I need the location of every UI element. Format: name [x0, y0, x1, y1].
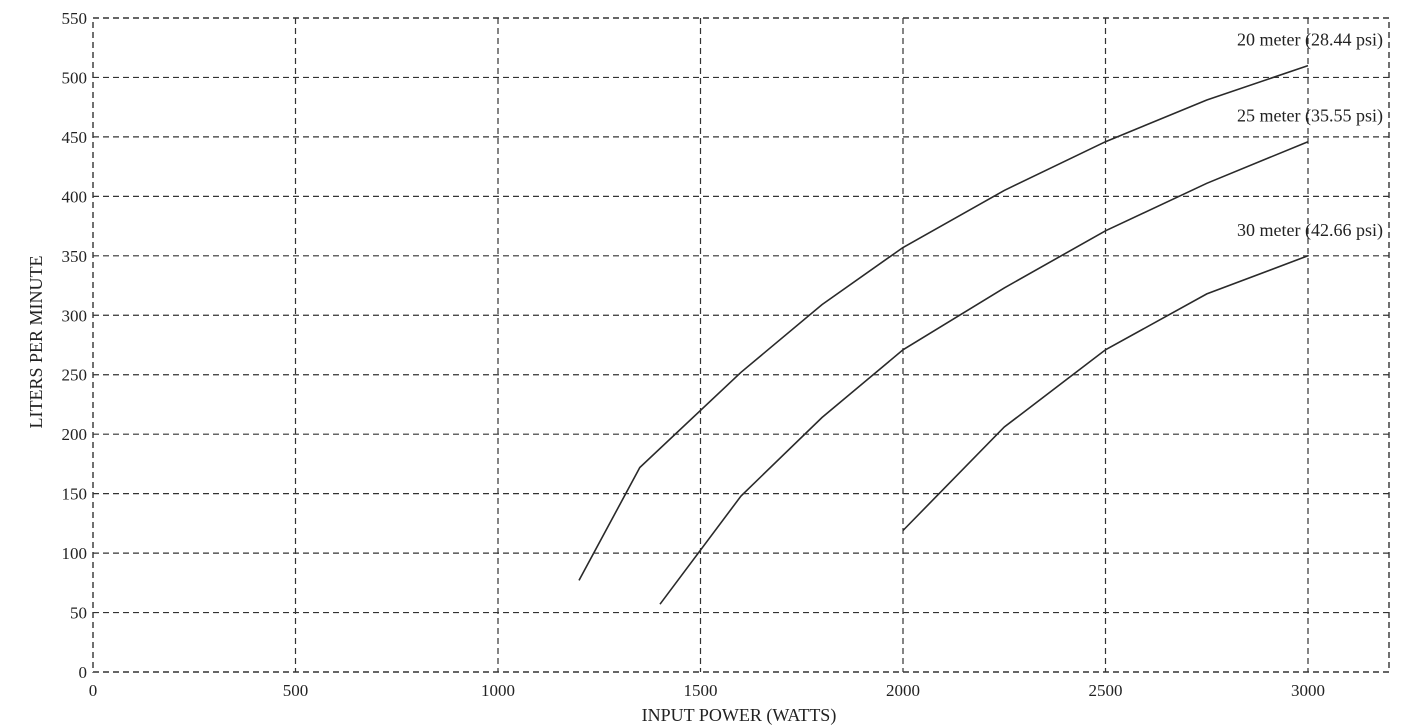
y-tick-labels: 0 50 100 150 200 250 300 350 400 450 500 550 — [62, 9, 88, 682]
y-tick-label: 400 — [62, 187, 88, 206]
x-tick-label: 2000 — [886, 681, 920, 700]
x-tick-labels: 0 500 1000 1500 2000 2500 3000 — [89, 681, 1325, 700]
y-tick-label: 350 — [62, 247, 88, 266]
series-label-1: 20 meter (28.44 psi) — [1237, 30, 1383, 51]
series-label-2: 25 meter (35.55 psi) — [1237, 106, 1383, 127]
x-tick-label: 3000 — [1291, 681, 1325, 700]
x-tick-label: 500 — [283, 681, 309, 700]
series-line-2 — [659, 140, 1309, 605]
series-line-1 — [578, 64, 1309, 581]
y-tick-label: 200 — [62, 425, 88, 444]
x-tick-label: 1000 — [481, 681, 515, 700]
x-tick-label: 0 — [89, 681, 98, 700]
y-tick-label: 0 — [79, 663, 88, 682]
series-line-3 — [902, 255, 1309, 532]
plot-frame — [92, 17, 1390, 673]
y-tick-label: 450 — [62, 128, 88, 147]
y-tick-label: 50 — [70, 604, 87, 623]
series-labels: 20 meter (28.44 psi) 25 meter (35.55 psi)… — [1237, 30, 1383, 241]
plot-border — [92, 17, 1390, 673]
x-axis-title: INPUT POWER (WATTS) — [642, 705, 837, 726]
y-tick-label: 550 — [62, 9, 88, 28]
y-tick-label: 150 — [62, 485, 88, 504]
y-tick-label: 100 — [62, 544, 88, 563]
series-label-3: 30 meter (42.66 psi) — [1237, 220, 1383, 241]
x-tick-label: 1500 — [684, 681, 718, 700]
y-tick-label: 300 — [62, 306, 88, 325]
x-tick-label: 2500 — [1089, 681, 1123, 700]
grid-lines — [93, 18, 1389, 672]
series-lines — [578, 64, 1309, 605]
y-axis-title: LITERS PER MINUTE — [26, 256, 46, 429]
y-tick-label: 250 — [62, 366, 88, 385]
y-tick-label: 500 — [62, 68, 88, 87]
